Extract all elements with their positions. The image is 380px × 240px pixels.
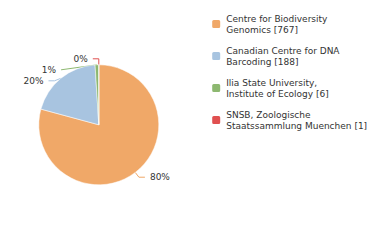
svg-text:Staatssammlung Muenchen [1]: Staatssammlung Muenchen [1] [226,121,367,131]
svg-text:Ilia State University,: Ilia State University, [226,78,317,88]
svg-text:SNSB, Zoologische: SNSB, Zoologische [226,110,311,120]
svg-text:20%: 20% [23,76,43,86]
svg-text:80%: 80% [150,172,170,182]
svg-text:Barcoding [188]: Barcoding [188] [226,57,298,67]
svg-text:1%: 1% [42,65,57,75]
svg-text:Institute of Ecology [6]: Institute of Ecology [6] [226,89,329,99]
svg-text:Centre for Biodiversity: Centre for Biodiversity [226,14,328,24]
svg-text:Genomics [767]: Genomics [767] [226,25,298,35]
svg-text:0%: 0% [74,54,89,64]
svg-text:Canadian Centre for DNA: Canadian Centre for DNA [226,46,340,56]
